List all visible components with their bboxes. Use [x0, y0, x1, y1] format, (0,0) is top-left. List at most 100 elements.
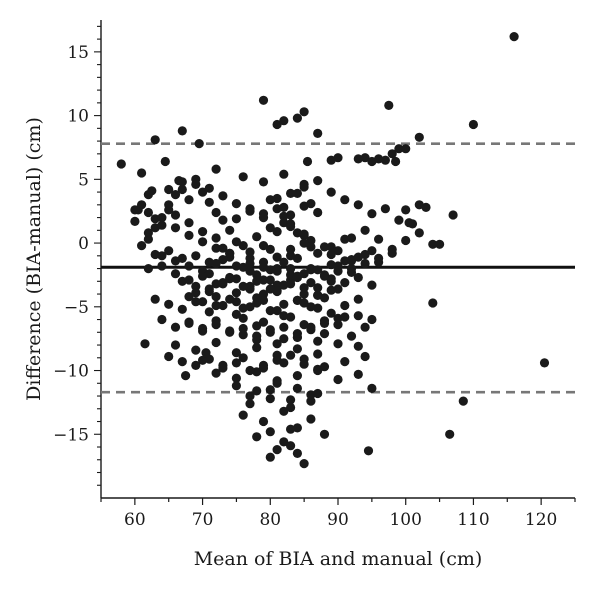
data-point	[177, 184, 187, 195]
scatter-points	[116, 31, 550, 469]
data-point	[211, 279, 221, 289]
data-point	[313, 388, 323, 399]
data-point	[191, 174, 201, 184]
data-point	[147, 186, 157, 196]
data-point	[313, 265, 323, 275]
data-point	[468, 119, 478, 130]
data-point	[384, 100, 394, 110]
data-point	[177, 304, 187, 314]
data-point	[160, 156, 170, 167]
data-point	[367, 280, 377, 290]
data-point	[184, 317, 194, 327]
data-point	[292, 295, 302, 305]
data-point	[184, 275, 194, 285]
data-point	[279, 211, 289, 221]
data-point	[143, 207, 153, 218]
data-point	[150, 135, 160, 145]
data-point	[191, 251, 201, 261]
y-tick-label: 15	[67, 43, 89, 63]
data-point	[353, 252, 363, 262]
data-point	[279, 311, 289, 321]
data-point	[346, 331, 357, 341]
data-point	[265, 325, 275, 335]
data-point	[198, 227, 208, 237]
data-point	[346, 264, 357, 274]
data-point	[231, 237, 241, 247]
data-point	[401, 144, 411, 154]
data-point	[211, 292, 221, 302]
data-point	[387, 248, 397, 258]
data-point	[319, 293, 330, 303]
y-tick-label: −10	[53, 362, 89, 382]
data-point	[272, 204, 282, 214]
data-point	[286, 188, 296, 198]
data-point	[164, 299, 174, 309]
data-point	[306, 396, 316, 406]
data-point	[211, 300, 221, 311]
data-point	[194, 139, 204, 149]
data-point	[258, 241, 269, 251]
data-point	[380, 204, 390, 214]
data-point	[299, 459, 309, 469]
data-point	[435, 239, 445, 249]
y-tick-label: 10	[67, 107, 89, 127]
x-tick-label: 120	[525, 510, 557, 530]
data-point	[353, 341, 363, 351]
data-point	[286, 395, 296, 405]
data-point	[326, 249, 336, 260]
data-point	[326, 242, 336, 252]
data-point	[170, 223, 181, 233]
data-point	[292, 113, 302, 123]
data-point	[177, 126, 187, 136]
data-point	[414, 132, 424, 142]
data-point	[211, 368, 221, 378]
data-point	[353, 154, 363, 164]
data-point	[191, 297, 201, 307]
x-tick-label: 110	[457, 510, 489, 530]
data-point	[333, 320, 343, 330]
data-point	[204, 284, 214, 294]
data-point	[211, 207, 221, 218]
data-point	[306, 265, 316, 275]
data-point	[184, 195, 194, 205]
data-point	[218, 300, 228, 311]
data-point	[258, 289, 269, 299]
data-point	[319, 318, 330, 328]
data-point	[279, 322, 289, 332]
data-point	[225, 294, 235, 304]
data-point	[238, 262, 248, 272]
data-point	[191, 288, 201, 298]
data-point	[374, 253, 384, 263]
data-point	[238, 330, 248, 340]
data-point	[272, 339, 282, 349]
data-point	[184, 261, 194, 271]
data-point	[238, 353, 248, 363]
x-tick-label: 60	[124, 510, 146, 530]
data-point	[313, 248, 323, 258]
data-point	[374, 154, 384, 164]
data-point	[130, 205, 140, 215]
data-point	[245, 302, 255, 312]
data-point	[265, 284, 275, 294]
data-point	[292, 371, 302, 381]
data-point	[245, 247, 255, 257]
data-point	[306, 322, 316, 332]
data-point	[299, 238, 309, 248]
data-point	[265, 452, 275, 462]
data-point	[177, 253, 187, 263]
data-point	[306, 390, 316, 400]
data-point	[252, 321, 262, 331]
y-axis-ticks: −15 −10 −5 0 5 10 15	[53, 25, 101, 486]
data-point	[170, 269, 181, 279]
data-point	[353, 294, 363, 304]
data-point	[258, 177, 269, 187]
data-point	[279, 116, 289, 126]
data-point	[137, 200, 147, 210]
data-point	[238, 323, 248, 334]
x-tick-label: 90	[327, 510, 349, 530]
x-tick-label: 80	[259, 510, 281, 530]
data-point	[238, 172, 248, 182]
data-point	[286, 441, 296, 451]
data-point	[292, 423, 302, 433]
data-point	[198, 271, 208, 281]
